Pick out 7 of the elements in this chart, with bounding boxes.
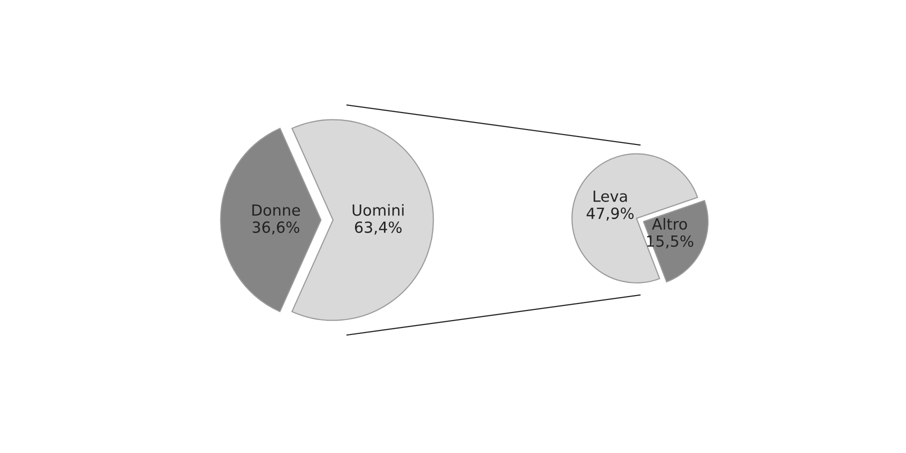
data-label: 63,4%	[354, 221, 402, 235]
slice-label: Donne	[252, 204, 300, 216]
data-label: 47,9%	[586, 208, 634, 221]
slice-label: Altro	[652, 218, 687, 230]
slice-label: Uomini	[352, 204, 404, 216]
slice-label: Leva	[594, 190, 627, 202]
data-label: 36,6%	[252, 221, 300, 235]
